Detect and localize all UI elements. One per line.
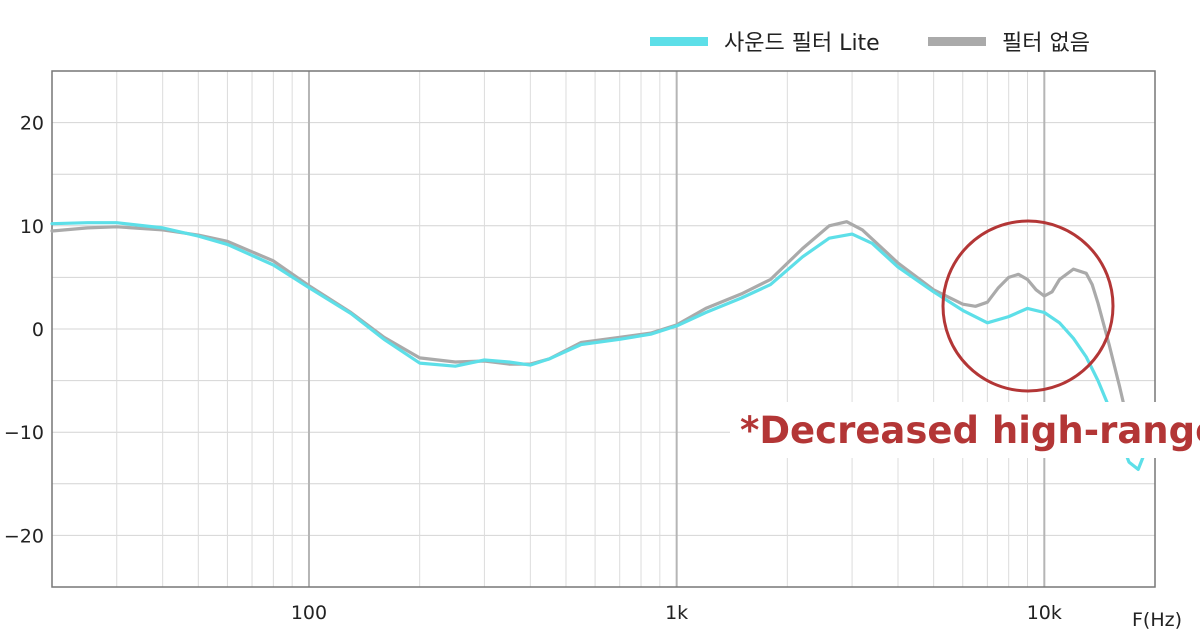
x-tick-label: 10k <box>1027 602 1062 624</box>
x-tick-labels: 100 1k 10k <box>291 602 1062 624</box>
plot-area-frame <box>51 70 1156 588</box>
y-tick-label: −20 <box>4 525 44 547</box>
annotation-background <box>730 402 1195 458</box>
y-tick-label: 10 <box>20 216 44 238</box>
x-tick-label: 100 <box>291 602 327 624</box>
legend-label-lite: 사운드 필터 Lite <box>724 31 880 56</box>
y-tick-label: 0 <box>32 319 44 341</box>
legend-swatch-lite <box>650 37 708 46</box>
y-tick-label: −10 <box>4 422 44 444</box>
annotations: *Decreased high-range <box>730 219 1200 458</box>
legend-label-no-filter: 필터 없음 <box>1002 31 1090 56</box>
grid <box>52 71 1155 587</box>
y-tick-labels: 20 10 0 −10 −20 <box>4 113 44 548</box>
series-lines <box>50 220 1157 471</box>
series-line-lite <box>50 221 1157 471</box>
legend: 사운드 필터 Lite 필터 없음 <box>650 31 1090 56</box>
x-tick-label: 1k <box>665 602 688 624</box>
legend-swatch-no-filter <box>928 37 986 46</box>
y-tick-label: 20 <box>20 113 44 135</box>
annotation-text: *Decreased high-range <box>740 409 1200 452</box>
highlight-circle <box>941 219 1115 393</box>
x-axis-label: F(Hz) <box>1132 609 1182 631</box>
